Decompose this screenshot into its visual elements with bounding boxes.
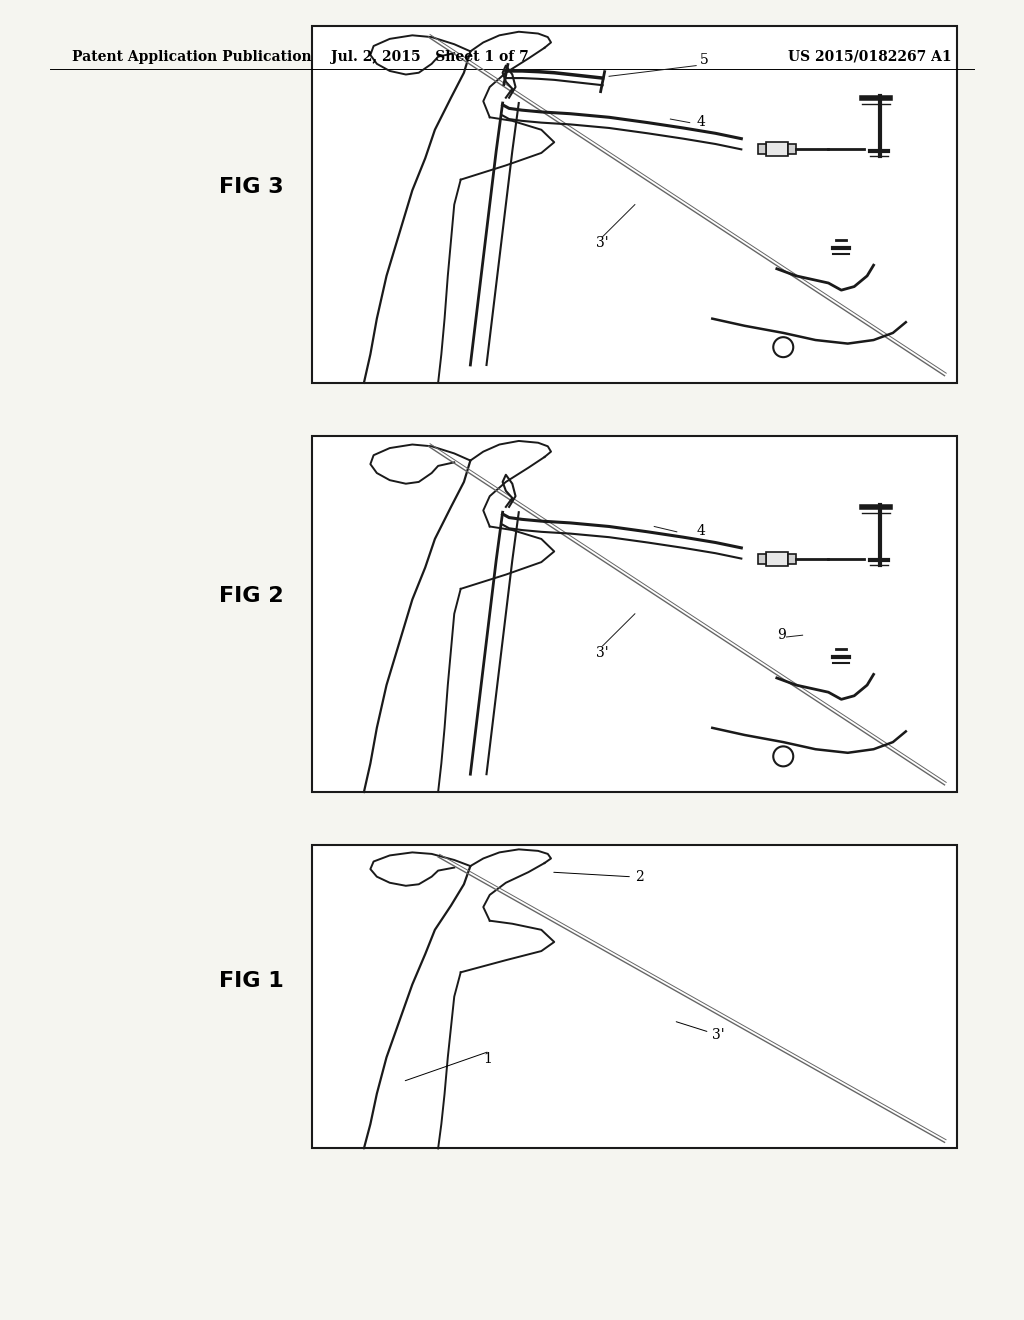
- Bar: [312, 26, 957, 383]
- FancyBboxPatch shape: [787, 553, 796, 564]
- Text: 3': 3': [676, 1022, 725, 1041]
- Text: 4: 4: [696, 524, 706, 539]
- FancyBboxPatch shape: [787, 144, 796, 154]
- Text: 3': 3': [596, 645, 609, 660]
- Text: Jul. 2, 2015   Sheet 1 of 7: Jul. 2, 2015 Sheet 1 of 7: [331, 50, 528, 63]
- Text: FIG 1: FIG 1: [218, 972, 284, 991]
- FancyBboxPatch shape: [766, 143, 787, 156]
- Text: 9: 9: [777, 628, 785, 642]
- FancyBboxPatch shape: [758, 144, 766, 154]
- Text: 5: 5: [699, 53, 709, 67]
- Bar: [312, 845, 957, 1148]
- Text: 3': 3': [596, 236, 609, 251]
- Text: 1: 1: [483, 1052, 493, 1067]
- Text: US 2015/0182267 A1: US 2015/0182267 A1: [788, 50, 952, 63]
- Text: Patent Application Publication: Patent Application Publication: [72, 50, 311, 63]
- FancyBboxPatch shape: [758, 553, 766, 564]
- Text: 4: 4: [696, 115, 706, 129]
- Text: FIG 2: FIG 2: [218, 586, 284, 606]
- Text: FIG 3: FIG 3: [218, 177, 284, 197]
- FancyBboxPatch shape: [766, 552, 787, 565]
- Text: 2: 2: [554, 870, 644, 884]
- Bar: [312, 436, 957, 792]
